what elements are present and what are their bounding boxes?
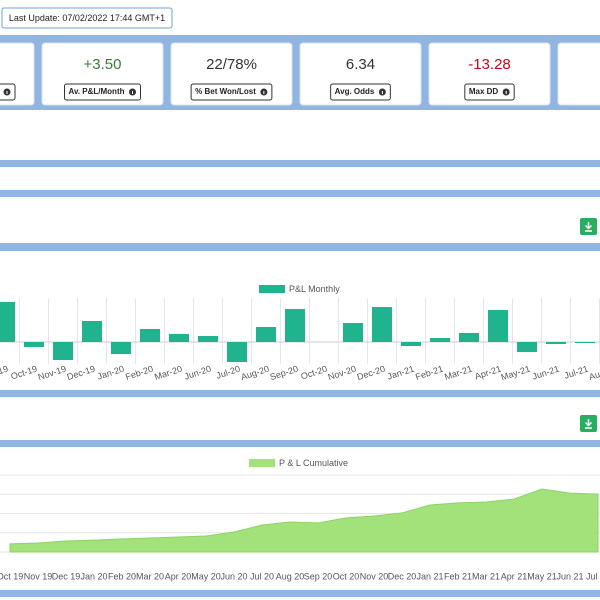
- legend-swatch: [249, 459, 275, 467]
- bar: [24, 342, 44, 347]
- x-tick-label: Oct-20: [300, 364, 329, 382]
- x-tick-label: Nov-19: [37, 364, 68, 382]
- x-tick-label: Oct 20: [333, 571, 360, 581]
- x-tick-label: Jul-21: [563, 364, 589, 381]
- bar: [517, 342, 537, 352]
- x-tick-label: Feb-21: [414, 364, 444, 382]
- band: [0, 243, 600, 251]
- x-tick-label: Dec-20: [356, 364, 387, 382]
- bar: [169, 334, 189, 342]
- bar: [285, 309, 305, 342]
- x-tick-label: Jan-20: [96, 364, 125, 382]
- bar: [256, 327, 276, 342]
- bar: [198, 336, 218, 342]
- stat-label: % Bet Won/Lost: [195, 87, 256, 96]
- stat-label: Max DD: [469, 87, 499, 96]
- stat-value: -13.28: [468, 56, 511, 73]
- bar: [343, 323, 363, 342]
- bar: [488, 310, 508, 342]
- bar: [430, 338, 450, 342]
- download-button[interactable]: [580, 218, 597, 235]
- stat-value: 6.34: [346, 56, 375, 73]
- stat-card: [428, 42, 551, 106]
- x-tick-label: Mar-20: [153, 364, 183, 382]
- x-tick-label: Jan 21: [416, 571, 443, 581]
- x-tick-label: Nov 19: [24, 571, 53, 581]
- legend-label: P & L Cumulative: [279, 458, 348, 468]
- bar: [459, 333, 479, 342]
- band: [0, 590, 600, 597]
- x-tick-label: Oct 19: [0, 571, 23, 581]
- band: [0, 190, 600, 197]
- bar: [111, 342, 131, 354]
- x-tick-label: Jul 21: [586, 571, 600, 581]
- x-tick-label: Aug-21: [588, 364, 600, 382]
- stat-label-box: [330, 83, 391, 101]
- x-tick-label: Sep-19: [0, 364, 9, 382]
- legend-swatch: [259, 285, 285, 293]
- x-tick-label: Nov 20: [360, 571, 389, 581]
- x-tick-label: May 21: [527, 571, 557, 581]
- bar: [575, 342, 595, 343]
- x-tick-label: Jun-20: [183, 364, 212, 382]
- band: [0, 440, 600, 447]
- bar: [82, 321, 102, 342]
- x-tick-label: Jul 20: [250, 571, 274, 581]
- x-tick-label: Jul-20: [215, 364, 241, 381]
- x-tick-label: Aug-20: [240, 364, 271, 382]
- x-tick-label: Sep-20: [269, 364, 300, 382]
- band: [0, 160, 600, 167]
- x-tick-label: Jun 20: [220, 571, 247, 581]
- x-tick-label: Aug 20: [276, 571, 305, 581]
- bar: [140, 329, 160, 342]
- x-tick-label: Apr 21: [501, 571, 528, 581]
- legend-label: P&L Monthly: [289, 284, 340, 294]
- last-update-box: [1, 7, 173, 29]
- x-tick-label: Jun 21: [556, 571, 583, 581]
- x-tick-label: May 20: [191, 571, 221, 581]
- stat-value: +3.50: [84, 56, 122, 73]
- x-tick-label: Nov-20: [327, 364, 358, 382]
- x-tick-label: Dec 20: [388, 571, 417, 581]
- bar: [53, 342, 73, 360]
- x-tick-label: Jan-21: [386, 364, 415, 382]
- x-tick-label: Mar-21: [443, 364, 473, 382]
- bar: [372, 307, 392, 342]
- x-tick-label: Dec-19: [66, 364, 97, 382]
- bar: [0, 302, 15, 342]
- x-tick-label: Apr 20: [165, 571, 192, 581]
- stat-label-box: [464, 83, 515, 101]
- bar: [401, 342, 421, 346]
- x-tick-label: Apr-21: [474, 364, 503, 382]
- x-tick-label: Sep 20: [304, 571, 333, 581]
- x-tick-label: Feb 20: [108, 571, 136, 581]
- x-tick-label: Feb-20: [124, 364, 154, 382]
- stat-card: [557, 42, 600, 106]
- download-button[interactable]: [580, 415, 597, 432]
- x-tick-label: Jun-21: [531, 364, 560, 382]
- bar: [546, 342, 566, 344]
- stat-label: Avg. Odds: [335, 87, 375, 96]
- stat-label-box: [190, 83, 273, 101]
- x-tick-label: Mar 21: [472, 571, 500, 581]
- x-tick-label: Mar 20: [136, 571, 164, 581]
- area: [9, 488, 599, 553]
- band: [0, 390, 600, 397]
- x-tick-label: May-21: [500, 364, 532, 383]
- last-update: Last Update: 07/02/2022 17:44 GMT+1: [9, 13, 165, 23]
- stat-value: 22/78%: [206, 56, 257, 73]
- stat-label-box: [64, 83, 141, 101]
- x-tick-label: Jan 20: [80, 571, 107, 581]
- bar: [227, 342, 247, 362]
- stat-label: Av. P&L/Month: [69, 87, 125, 96]
- x-tick-label: Feb 21: [444, 571, 472, 581]
- x-tick-label: Oct-19: [10, 364, 39, 382]
- x-tick-label: Dec 19: [52, 571, 81, 581]
